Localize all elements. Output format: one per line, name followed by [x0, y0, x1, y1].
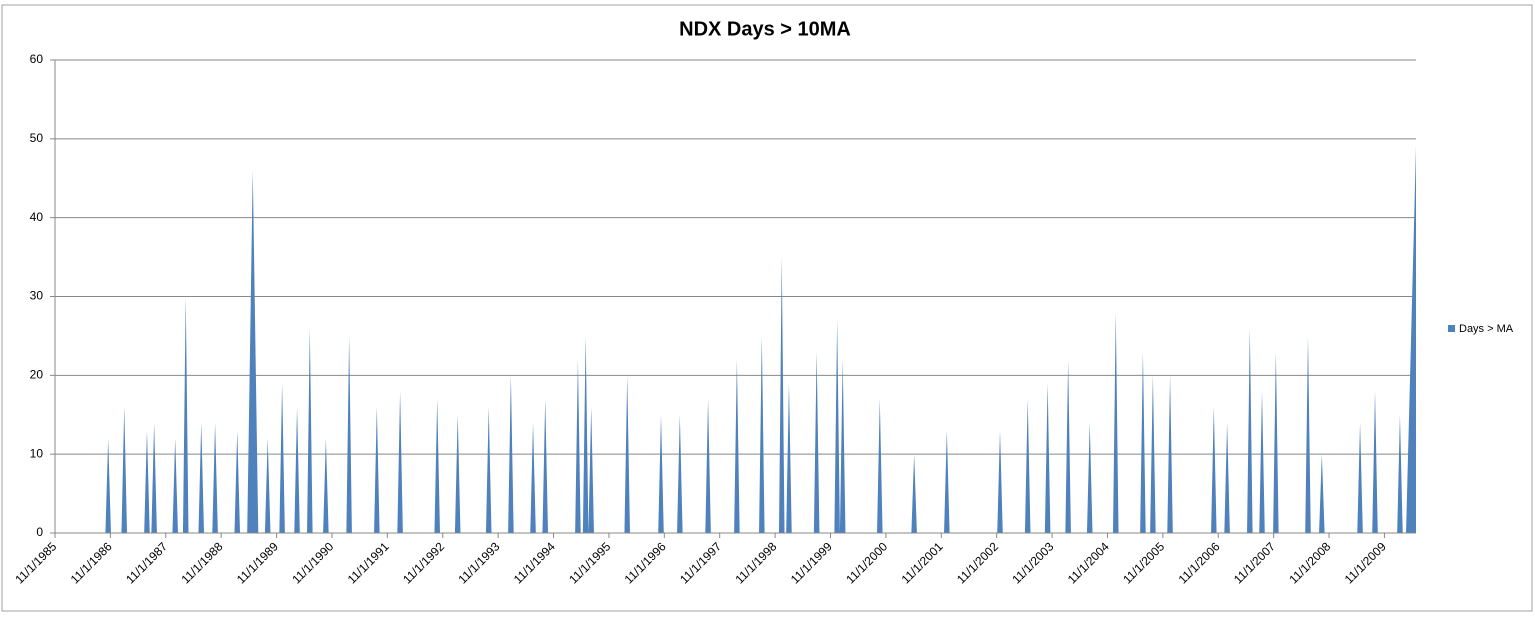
y-tick-label: 40 — [30, 210, 44, 224]
legend-label: Days > MA — [1459, 323, 1514, 335]
y-tick-label: 50 — [30, 131, 44, 145]
chart-frame — [1, 4, 1533, 612]
y-tick-label: 0 — [36, 525, 43, 539]
legend-swatch — [1448, 325, 1455, 332]
y-tick-label: 10 — [30, 446, 44, 460]
y-tick-label: 60 — [30, 52, 44, 66]
y-tick-label: 30 — [30, 289, 44, 303]
chart-title: NDX Days > 10MA — [679, 18, 851, 40]
area — [105, 146, 1416, 533]
y-tick-label: 20 — [30, 368, 44, 382]
